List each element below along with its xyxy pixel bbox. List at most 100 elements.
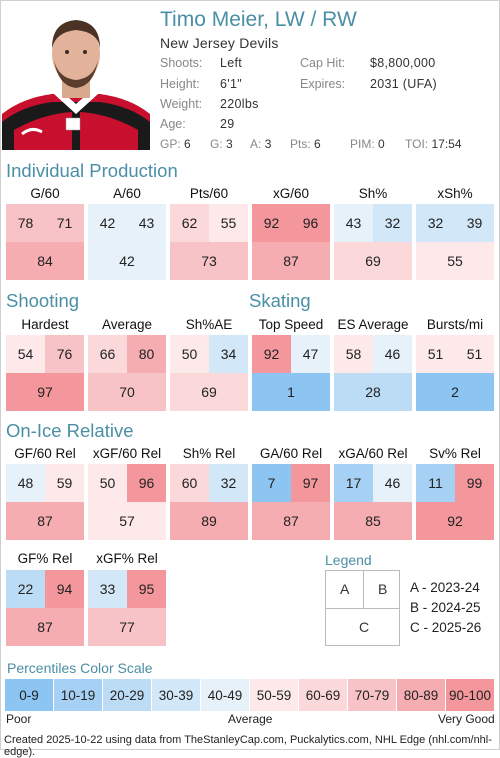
percentile-cell-c: 87 [6, 502, 84, 540]
percentile-cell-b: 96 [291, 204, 330, 242]
legend-a-desc: A - 2023-24 [410, 580, 480, 595]
percentile-cell-c: 69 [334, 242, 412, 280]
percentile-cell-b: 59 [45, 464, 84, 502]
legend-c-desc: C - 2025-26 [410, 620, 482, 635]
percentile-cell-a: 58 [334, 335, 373, 373]
metric-card-bursts-mi: 51 51 2 [416, 335, 494, 411]
percentile-cell-a: 33 [88, 570, 127, 608]
legend-box: A B C [325, 570, 400, 646]
metric-card-sv-rel: 11 99 92 [416, 464, 494, 540]
percentile-cell-b: 99 [455, 464, 494, 502]
stat-gp: GP: 6 [160, 137, 191, 151]
metric-card-sh-ae: 50 34 69 [170, 335, 248, 411]
percentile-cell-b: 97 [291, 464, 330, 502]
percentile-cell-c: 1 [252, 373, 330, 411]
scale-bin: 60-69 [299, 679, 348, 711]
percentile-cell-b: 96 [127, 464, 166, 502]
percentile-cell-a: 92 [252, 335, 291, 373]
metric-label-es-average: ES Average [337, 317, 409, 332]
percentile-cell-a: 7 [252, 464, 291, 502]
percentile-cell-c: 87 [252, 502, 330, 540]
cap-hit-value: $8,800,000 [370, 56, 436, 70]
metric-label-xgf-60-rel: xGF/60 Rel [92, 446, 162, 461]
player-photo [2, 2, 150, 150]
percentile-cell-a: 60 [170, 464, 209, 502]
percentile-cell-a: 62 [170, 204, 209, 242]
height-value: 6'1" [220, 77, 242, 91]
metric-label-gf-60-rel: GF/60 Rel [14, 446, 76, 461]
age-value: 29 [220, 117, 235, 131]
scale-title: Percentiles Color Scale [7, 660, 153, 676]
stat-goals: G: 3 [210, 137, 233, 151]
percentile-cell-b: 95 [127, 570, 166, 608]
scale-bin: 30-39 [152, 679, 201, 711]
metric-card-xg-60: 92 96 87 [252, 204, 330, 280]
percentile-cell-c: 77 [88, 608, 166, 646]
metric-card-g-60: 78 71 84 [6, 204, 84, 280]
metric-label-sh-rel: Sh% Rel [182, 446, 236, 461]
metric-label-a-60: A/60 [113, 186, 141, 201]
percentile-cell-b: 46 [373, 464, 412, 502]
metric-card-xga-60-rel: 17 46 85 [334, 464, 412, 540]
percentile-cell-a: 22 [6, 570, 45, 608]
stat-assists: A: 3 [250, 137, 272, 151]
percentile-cell-b: 43 [127, 204, 166, 242]
metric-label-sh: Sh% [358, 186, 388, 201]
scale-bin: 70-79 [348, 679, 397, 711]
percentile-cell-c: 84 [6, 242, 84, 280]
percentile-cell-c: 73 [170, 242, 248, 280]
stat-toi: TOI: 17:54 [405, 137, 462, 151]
percentile-cell-a: 48 [6, 464, 45, 502]
percentile-cell-a: 92 [252, 204, 291, 242]
metric-card-xsh: 32 39 55 [416, 204, 494, 280]
stat-points: Pts: 6 [290, 137, 321, 151]
percentile-cell-c: 69 [170, 373, 248, 411]
metric-label-xsh: xSh% [437, 186, 473, 201]
scale-bin: 20-29 [103, 679, 152, 711]
weight-value: 220lbs [220, 97, 259, 111]
metric-card-a-60: 42 43 42 [88, 204, 166, 280]
percentile-cell-b: 32 [373, 204, 412, 242]
scale-bin: 40-49 [201, 679, 250, 711]
metric-label-ga-60-rel: GA/60 Rel [259, 446, 323, 461]
percentile-scale: 0-9 10-19 20-29 30-39 40-49 50-59 60-69 70-79 80… [5, 679, 495, 711]
cap-hit-label: Cap Hit: [300, 56, 346, 70]
metric-label-bursts-mi: Bursts/mi [426, 317, 484, 332]
scale-bin: 90-100 [446, 679, 495, 711]
weight-label: Weight: [160, 97, 203, 111]
percentile-cell-c: 2 [416, 373, 494, 411]
percentile-cell-a: 43 [334, 204, 373, 242]
metric-card-ga-60-rel: 7 97 87 [252, 464, 330, 540]
percentile-cell-b: 39 [455, 204, 494, 242]
percentile-cell-a: 54 [6, 335, 45, 373]
section-individual-production: Individual Production [6, 160, 178, 181]
metric-card-xgf-rel: 33 95 77 [88, 570, 166, 646]
percentile-cell-c: 85 [334, 502, 412, 540]
scale-very-good: Very Good [438, 712, 495, 726]
percentile-cell-b: 94 [45, 570, 84, 608]
percentile-cell-c: 57 [88, 502, 166, 540]
legend-b-desc: B - 2024-25 [410, 600, 481, 615]
metric-card-gf-60-rel: 48 59 87 [6, 464, 84, 540]
legend-title: Legend [325, 552, 372, 568]
metric-card-sh: 43 32 69 [334, 204, 412, 280]
expires-value: 2031 (UFA) [370, 77, 437, 91]
metric-label-pts-60: Pts/60 [189, 186, 229, 201]
percentile-cell-b: 51 [455, 335, 494, 373]
scale-bin: 50-59 [250, 679, 299, 711]
percentile-cell-b: 76 [45, 335, 84, 373]
footer-credits: Created 2025-10-22 using data from TheSt… [4, 734, 492, 758]
percentile-cell-b: 47 [291, 335, 330, 373]
percentile-cell-b: 46 [373, 335, 412, 373]
metric-label-xga-60-rel: xGA/60 Rel [338, 446, 408, 461]
percentile-cell-c: 28 [334, 373, 412, 411]
metric-label-hardest: Hardest [21, 317, 69, 332]
percentile-cell-b: 80 [127, 335, 166, 373]
metric-label-top-speed: Top Speed [258, 317, 324, 332]
metric-label-xgf-rel: xGF% Rel [96, 551, 158, 566]
stat-pim: PIM: 0 [350, 137, 385, 151]
percentile-cell-c: 87 [252, 242, 330, 280]
metric-card-sh-rel: 60 32 89 [170, 464, 248, 540]
metric-card-gf-rel: 22 94 87 [6, 570, 84, 646]
percentile-cell-b: 34 [209, 335, 248, 373]
